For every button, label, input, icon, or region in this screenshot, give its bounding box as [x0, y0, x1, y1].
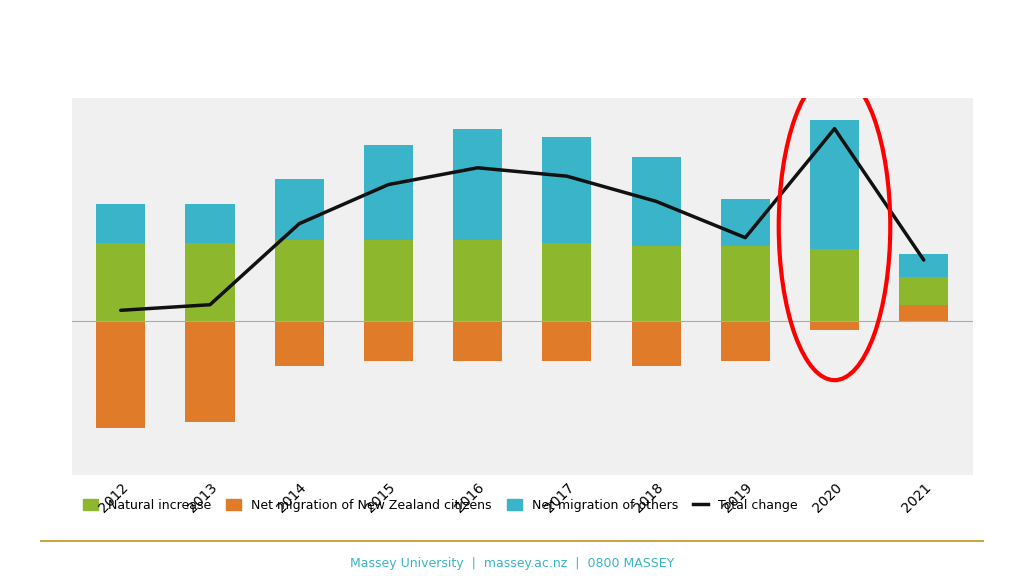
Bar [810, 120, 859, 249]
Bar [721, 246, 770, 321]
Bar [899, 255, 948, 277]
Bar [364, 321, 413, 361]
Bar [721, 321, 770, 361]
Bar [632, 157, 681, 246]
Bar [185, 321, 234, 422]
Bar [185, 204, 234, 243]
Bar [96, 204, 145, 243]
Text: Massey University  |  massey.ac.nz  |  0800 MASSEY: Massey University | massey.ac.nz | 0800 … [350, 558, 674, 570]
Bar [96, 321, 145, 428]
Bar [453, 128, 502, 240]
Bar [364, 240, 413, 321]
Bar [899, 255, 948, 321]
Legend: Natural increase, Net migration of New Zealand citizens, Net migration of others: Natural increase, Net migration of New Z… [78, 494, 803, 517]
Bar [274, 240, 324, 321]
Bar [810, 321, 859, 330]
Text: POPULATION GROWTH AND IMMIGRATION (PC, JUNE 2021): POPULATION GROWTH AND IMMIGRATION (PC, J… [23, 32, 1021, 61]
Bar [274, 321, 324, 366]
Bar [453, 321, 502, 361]
Bar [899, 305, 948, 321]
Bar [543, 321, 592, 361]
Bar [543, 137, 592, 243]
Bar [96, 243, 145, 321]
Bar [632, 246, 681, 321]
Bar [721, 199, 770, 246]
Bar [632, 321, 681, 366]
Bar [453, 240, 502, 321]
Bar [274, 179, 324, 240]
Bar [810, 249, 859, 321]
Bar [543, 243, 592, 321]
Polygon shape [901, 0, 1024, 89]
Bar [185, 243, 234, 321]
Bar [364, 145, 413, 240]
